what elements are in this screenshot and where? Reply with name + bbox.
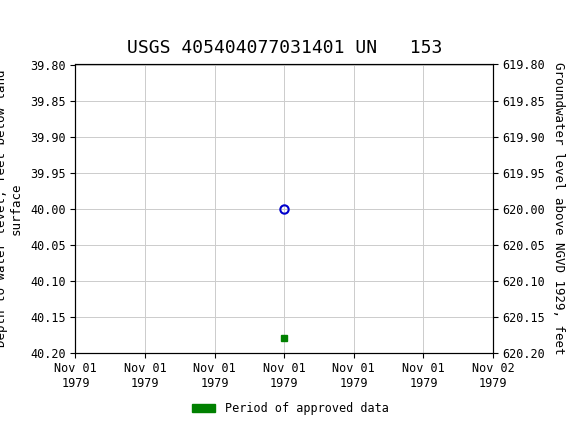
Text: USGS: USGS <box>58 15 126 35</box>
Legend: Period of approved data: Period of approved data <box>187 397 393 420</box>
Title: USGS 405404077031401 UN   153: USGS 405404077031401 UN 153 <box>126 40 442 57</box>
Y-axis label: Groundwater level above NGVD 1929, feet: Groundwater level above NGVD 1929, feet <box>552 62 566 355</box>
Y-axis label: Depth to water level, feet below land
surface: Depth to water level, feet below land su… <box>0 70 23 347</box>
